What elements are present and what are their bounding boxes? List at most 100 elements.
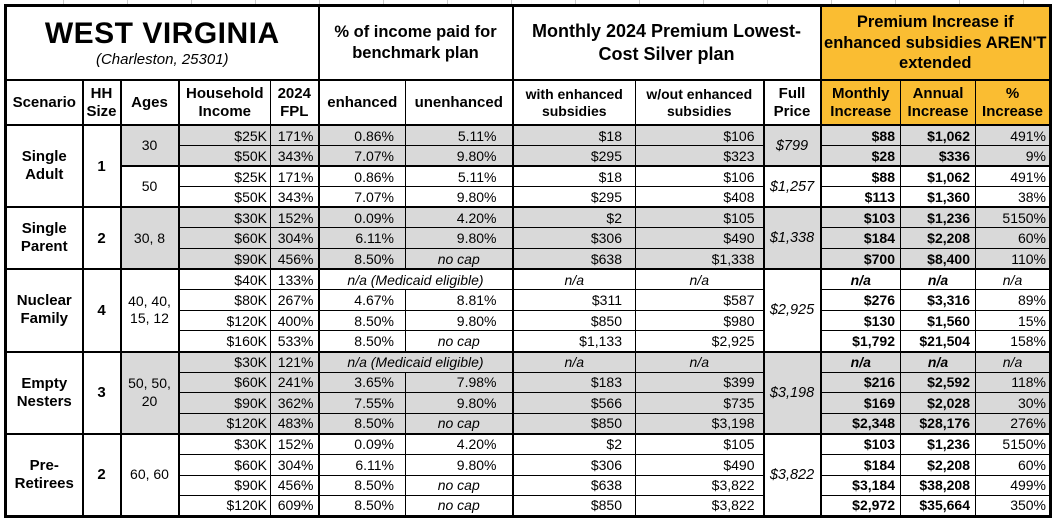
- cell-monthly-increase: $113: [819, 186, 901, 208]
- cell-enhanced: 0.09%: [317, 432, 406, 455]
- cell-pct-increase: 158%: [975, 330, 1051, 353]
- cell-with-subsidies: $295: [511, 186, 636, 208]
- cell-enhanced: 7.07%: [317, 186, 406, 208]
- col-header-annual-increase: Annual Increase: [900, 79, 976, 126]
- cell-monthly-increase: $130: [819, 309, 901, 332]
- cell-without-subsidies: $490: [635, 454, 764, 476]
- cell-annual-increase: $28,176: [900, 412, 976, 435]
- cell-monthly-increase: $1,792: [819, 330, 901, 353]
- col-header-without-subsidies: w/out enhanced subsidies: [635, 79, 764, 126]
- cell-monthly-increase: $184: [819, 227, 901, 250]
- cell-monthly-increase: $3,184: [819, 474, 901, 497]
- cell-hh-size: 2: [81, 206, 121, 270]
- cell-monthly-increase: $216: [819, 371, 901, 394]
- cell-annual-increase: $2,028: [900, 392, 976, 414]
- cell-pct-increase: 276%: [975, 412, 1051, 435]
- cell-enhanced: 7.07%: [317, 145, 406, 167]
- cell-with-subsidies: $18: [511, 165, 636, 188]
- cell-income: $25K: [177, 124, 271, 147]
- cell-with-subsidies: $2: [511, 432, 636, 455]
- cell-annual-increase: $1,062: [900, 124, 976, 147]
- cell-enhanced: 4.67%: [317, 289, 406, 311]
- cell-annual-increase: $3,316: [900, 289, 976, 311]
- cell-enhanced: 8.50%: [317, 412, 406, 435]
- cell-monthly-increase: $184: [819, 454, 901, 476]
- cell-annual-increase: n/a: [900, 350, 976, 373]
- cell-hh-size: 2: [81, 432, 121, 517]
- cell-fpl: 343%: [270, 186, 319, 208]
- cell-without-subsidies: $106: [635, 124, 764, 147]
- cell-without-subsidies: $105: [635, 206, 764, 229]
- header-pct-income: % of income paid for benchmark plan: [317, 5, 513, 81]
- cell-annual-increase: n/a: [900, 268, 976, 291]
- cell-enhanced: 7.55%: [317, 392, 406, 414]
- cell-enhanced: 6.11%: [317, 454, 406, 476]
- col-header-scenario: Scenario: [5, 79, 83, 126]
- cell-unenhanced: 5.11%: [405, 124, 513, 147]
- cell-with-subsidies: $850: [511, 412, 636, 435]
- cell-annual-increase: $2,208: [900, 227, 976, 250]
- cell-annual-increase: $1,560: [900, 309, 976, 332]
- cell-enhanced: 8.50%: [317, 309, 406, 332]
- cell-annual-increase: $2,208: [900, 454, 976, 476]
- cell-with-subsidies: $566: [511, 392, 636, 414]
- cell-with-subsidies: $638: [511, 248, 636, 270]
- cell-enhanced: 0.09%: [317, 206, 406, 229]
- cell-monthly-increase: $103: [819, 432, 901, 455]
- cell-scenario: Empty Nesters: [5, 350, 83, 435]
- cell-income: $30K: [177, 432, 271, 455]
- col-header-unenhanced: unenhanced: [405, 79, 513, 126]
- cell-with-subsidies: $850: [511, 309, 636, 332]
- cell-fpl: 456%: [270, 474, 319, 497]
- cell-income: $30K: [177, 206, 271, 229]
- cell-scenario: Pre-Retirees: [5, 432, 83, 517]
- cell-scenario: Single Parent: [5, 206, 83, 270]
- cell-without-subsidies: $399: [635, 371, 764, 394]
- cell-pct-increase: 60%: [975, 454, 1051, 476]
- cell-with-subsidies: $1,133: [511, 330, 636, 353]
- col-header-fpl: 2024 FPL: [270, 79, 319, 126]
- cell-pct-increase: 5150%: [975, 432, 1051, 455]
- cell-hh-size: 3: [81, 350, 121, 435]
- cell-fpl: 241%: [270, 371, 319, 394]
- cell-without-subsidies: $3,198: [635, 412, 764, 435]
- header-increase: Premium Increase if enhanced subsidies A…: [819, 5, 1051, 81]
- cell-annual-increase: $21,504: [900, 330, 976, 353]
- cell-fpl: 267%: [270, 289, 319, 311]
- cell-income: $60K: [177, 454, 271, 476]
- cell-income: $90K: [177, 392, 271, 414]
- cell-enhanced: 3.65%: [317, 371, 406, 394]
- cell-unenhanced: no cap: [405, 412, 513, 435]
- cell-monthly-increase: $276: [819, 289, 901, 311]
- cell-pct-increase: 491%: [975, 165, 1051, 188]
- col-header-enhanced: enhanced: [317, 79, 406, 126]
- cell-income: $160K: [177, 330, 271, 353]
- cell-ages: 30, 8: [119, 206, 179, 270]
- cell-income: $50K: [177, 186, 271, 208]
- cell-fpl: 533%: [270, 330, 319, 353]
- cell-income: $90K: [177, 248, 271, 270]
- cell-monthly-increase: $700: [819, 248, 901, 270]
- cell-unenhanced: 4.20%: [405, 206, 513, 229]
- cell-with-subsidies: $311: [511, 289, 636, 311]
- cell-unenhanced: no cap: [405, 248, 513, 270]
- cell-with-subsidies: $183: [511, 371, 636, 394]
- col-header-monthly-increase: Monthly Increase: [819, 79, 901, 126]
- cell-with-subsidies: $306: [511, 454, 636, 476]
- cell-annual-increase: $8,400: [900, 248, 976, 270]
- cell-monthly-increase: $28: [819, 145, 901, 167]
- cell-full-price: $3,822: [762, 432, 821, 517]
- cell-without-subsidies: $587: [635, 289, 764, 311]
- cell-unenhanced: 9.80%: [405, 227, 513, 250]
- cell-monthly-increase: $2,348: [819, 412, 901, 435]
- cell-annual-increase: $38,208: [900, 474, 976, 497]
- cell-pct-increase: 350%: [975, 495, 1051, 517]
- cell-pct-increase: 30%: [975, 392, 1051, 414]
- cell-full-price: $3,198: [762, 350, 821, 435]
- cell-pct-increase: 110%: [975, 248, 1051, 270]
- cell-enhanced: 8.50%: [317, 495, 406, 517]
- cell-income: $120K: [177, 495, 271, 517]
- cell-pct-increase: 491%: [975, 124, 1051, 147]
- cell-fpl: 483%: [270, 412, 319, 435]
- cell-scenario: Single Adult: [5, 124, 83, 208]
